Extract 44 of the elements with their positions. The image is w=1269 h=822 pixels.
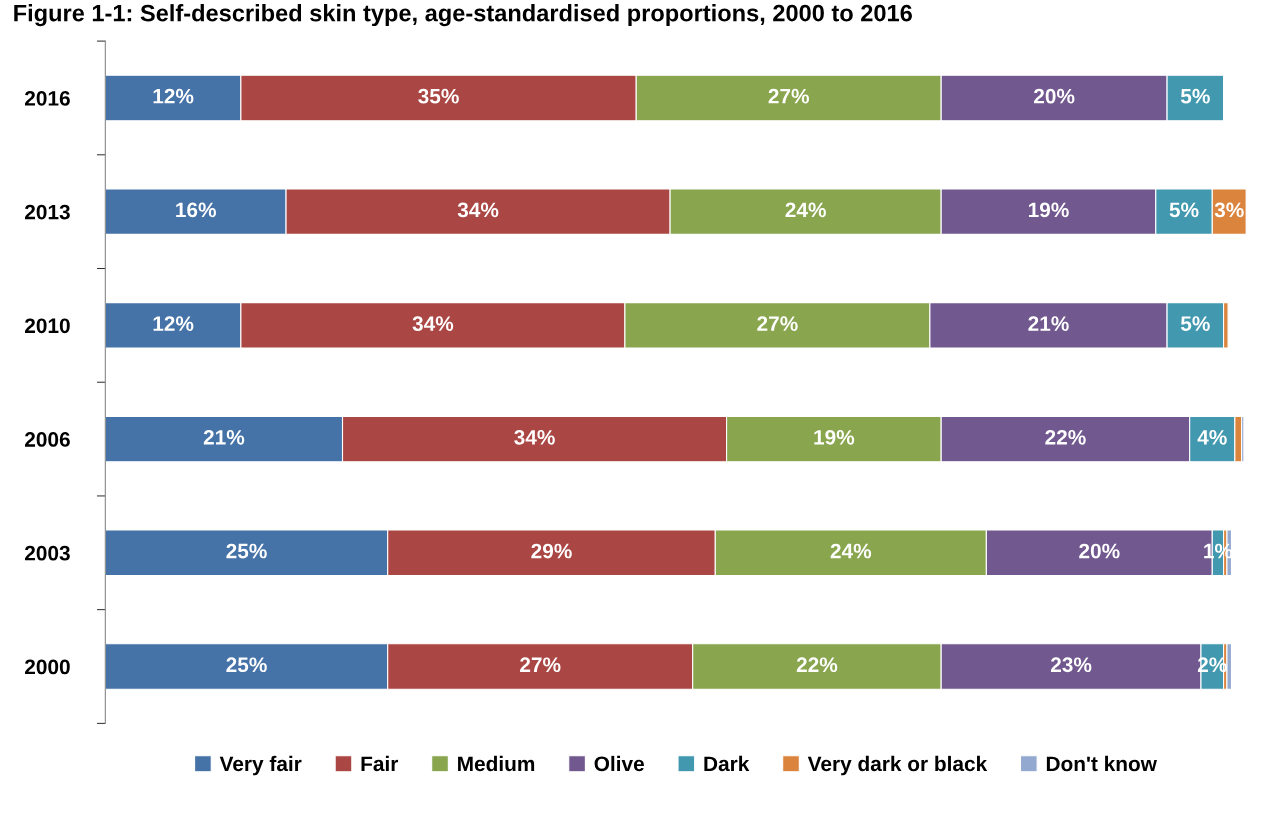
chart-title: Figure 1-1: Self-described skin type, age-standardised proportions, 2000 to 2016 (14, 4, 912, 27)
data-label: 12% (153, 316, 194, 331)
data-label: 21% (1028, 316, 1069, 331)
data-label: 5% (1169, 202, 1199, 218)
data-label: 4% (1197, 429, 1227, 445)
data-label: 20% (1034, 88, 1075, 104)
y-tick-label: 2006 (24, 432, 70, 447)
data-label: 5% (1180, 88, 1210, 104)
y-tick-label: 2010 (24, 318, 70, 334)
y-tick-label: 2003 (24, 545, 70, 561)
legend-label: Olive (594, 755, 644, 772)
bar (1226, 643, 1233, 690)
data-label: 16% (176, 202, 216, 218)
data-label: 34% (412, 316, 454, 331)
data-label: 29% (531, 543, 572, 559)
data-label: 21% (203, 429, 245, 445)
legend-label: Fair (361, 755, 399, 772)
y-tick-label: 2000 (24, 659, 70, 675)
legend-label: Very dark or black (807, 755, 988, 776)
data-label: 24% (830, 543, 872, 559)
legend-label: Don't know (1046, 755, 1157, 772)
data-label: 34% (457, 202, 499, 218)
data-label: 34% (514, 429, 555, 445)
y-tick-label: 2013 (24, 204, 70, 220)
legend-label: Medium (458, 755, 535, 772)
data-label: 5% (1180, 316, 1210, 331)
data-label: 27% (757, 316, 798, 331)
data-label: 12% (153, 88, 194, 104)
data-label: 27% (768, 88, 809, 104)
legend-label: Very fair (219, 755, 302, 776)
data-label: 23% (1050, 657, 1092, 673)
data-label: 22% (796, 657, 838, 673)
data-label: 35% (418, 88, 459, 104)
data-label: 19% (814, 429, 855, 445)
y-tick-label: 2016 (24, 90, 70, 106)
data-label: 3% (1214, 202, 1244, 218)
data-label: 19% (1028, 202, 1069, 218)
data-label: 27% (520, 657, 561, 673)
data-label: 25% (226, 657, 267, 673)
data-label: 24% (785, 202, 826, 218)
data-label: 25% (226, 543, 267, 559)
legend-label: Dark (704, 755, 750, 772)
data-label: 20% (1079, 543, 1120, 559)
data-label: 22% (1045, 429, 1086, 445)
